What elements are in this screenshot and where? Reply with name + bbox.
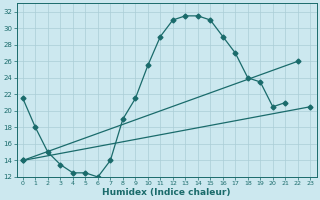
X-axis label: Humidex (Indice chaleur): Humidex (Indice chaleur) xyxy=(102,188,231,197)
